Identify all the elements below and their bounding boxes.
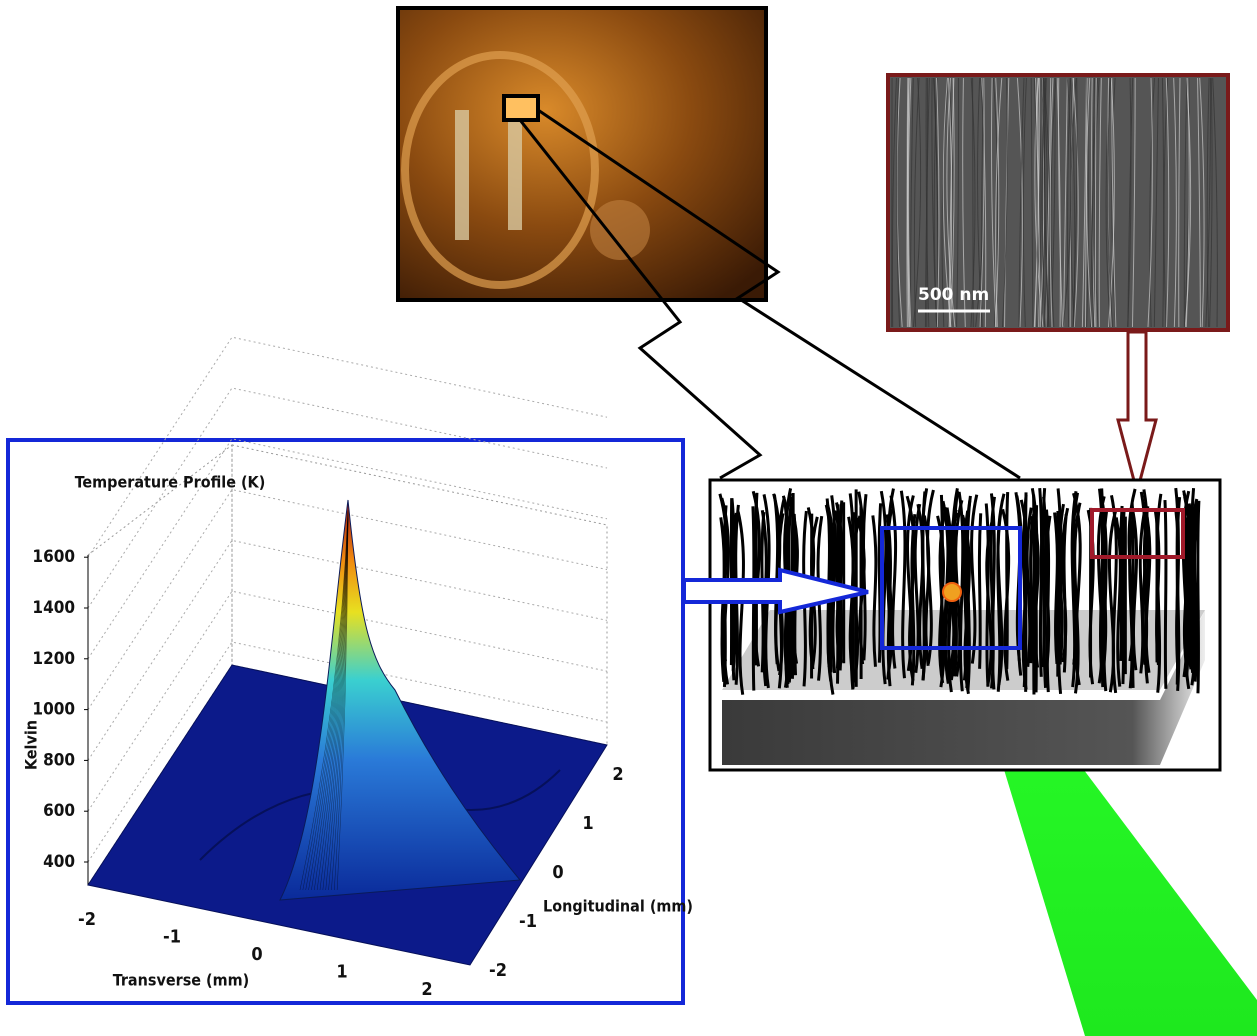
y-axis-label: Longitudinal (mm) <box>543 897 693 916</box>
nanotube <box>1031 516 1033 663</box>
y-tick-label: 1 <box>582 813 593 834</box>
x-tick-label: 1 <box>336 962 347 983</box>
page: {"plot": {"title": "Temperature Profile … <box>0 0 1257 1036</box>
chamber-photo <box>398 8 766 300</box>
nanotube <box>1121 506 1123 661</box>
x-tick-label: 0 <box>251 944 262 965</box>
sem-image: 500 nm <box>888 75 1228 330</box>
nanotube <box>1046 510 1048 692</box>
x-axis-label: Transverse (mm) <box>113 971 249 990</box>
nanotube <box>1165 500 1166 689</box>
nanotube <box>1024 495 1026 687</box>
nanotube <box>979 513 980 669</box>
z-tick-label: 1200 <box>32 649 75 669</box>
plot-title: Temperature Profile (K) <box>75 473 266 492</box>
nanotube <box>1177 498 1178 685</box>
figure: 500 nm 400 600 800 1000 1200 1400 1600 -2 -1 0 1 2 -… <box>0 0 1257 1036</box>
z-tick-label: 800 <box>43 750 75 770</box>
y-tick-label: 0 <box>552 862 563 883</box>
sample-diagram <box>710 480 1220 770</box>
nanotube <box>1007 492 1008 669</box>
x-tick-label: -2 <box>78 909 96 930</box>
nanotube <box>1036 505 1037 692</box>
nanotube <box>1198 501 1199 694</box>
z-tick-label: 1600 <box>32 547 75 567</box>
z-tick-label: 1000 <box>32 700 75 720</box>
y-tick-label: -2 <box>489 960 507 981</box>
nanotube <box>1040 488 1042 677</box>
nanotube <box>1043 488 1045 667</box>
arrow <box>1118 332 1156 492</box>
x-tick-label: 2 <box>421 979 432 1000</box>
y-tick-label: 2 <box>612 764 623 785</box>
scale-bar-label: 500 nm <box>918 285 989 305</box>
z-tick-label: 1400 <box>32 598 75 618</box>
z-tick-label: 400 <box>43 852 75 872</box>
z-tick-label: 600 <box>43 801 75 821</box>
y-tick-label: -1 <box>519 911 537 932</box>
nanotube <box>1104 510 1106 661</box>
x-tick-label: -1 <box>163 927 181 948</box>
z-axis-label: Kelvin <box>22 720 41 770</box>
